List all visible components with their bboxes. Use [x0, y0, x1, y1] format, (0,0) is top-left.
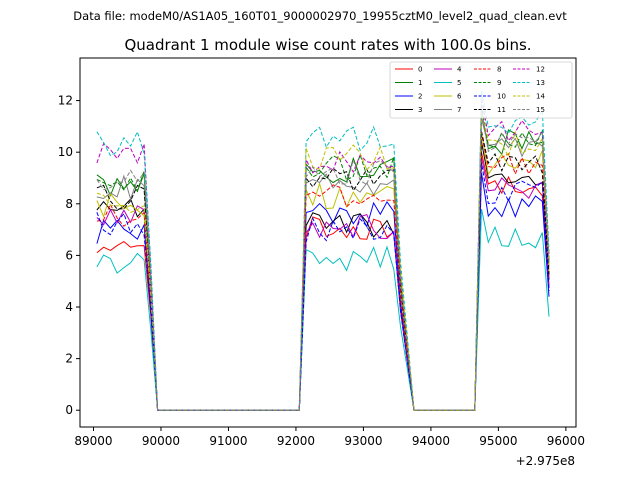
legend-label-11: 11 [497, 106, 506, 114]
x-tick-label: 96000 [547, 434, 585, 448]
y-tick-label: 2 [65, 352, 73, 366]
x-tick-label: 90000 [142, 434, 180, 448]
legend-label-5: 5 [457, 79, 461, 87]
x-axis: 89000 90000 91000 92000 93000 94000 95000 96000 [74, 427, 585, 448]
chart-title: Quadrant 1 module wise count rates with … [124, 36, 531, 54]
legend-box [389, 61, 573, 119]
legend-label-14: 14 [536, 93, 545, 101]
series-line-7 [96, 118, 550, 411]
series-line-5 [96, 208, 550, 411]
series-layer [96, 90, 550, 411]
legend-label-10: 10 [497, 93, 506, 101]
legend-label-13: 13 [536, 79, 545, 87]
series-line-1 [96, 110, 550, 411]
legend-label-9: 9 [497, 79, 501, 87]
y-tick-label: 10 [58, 145, 73, 159]
series-line-10 [96, 162, 550, 411]
series-line-11 [96, 131, 550, 411]
legend-label-12: 12 [536, 66, 545, 74]
y-tick-label: 0 [65, 403, 73, 417]
series-line-0 [96, 152, 550, 411]
series-line-13 [96, 90, 550, 411]
plot-area [79, 57, 577, 428]
x-tick-label: 92000 [277, 434, 315, 448]
x-tick-label: 94000 [412, 434, 450, 448]
x-tick-label: 89000 [74, 434, 112, 448]
legend-label-3: 3 [418, 106, 422, 114]
legend-label-2: 2 [418, 93, 422, 101]
series-line-8 [96, 133, 550, 411]
series-line-4 [96, 157, 550, 411]
plot-frame [79, 57, 577, 428]
legend-label-6: 6 [457, 93, 462, 101]
legend-label-15: 15 [536, 106, 545, 114]
legend-label-8: 8 [497, 66, 501, 74]
series-line-15 [96, 110, 550, 411]
legend-label-1: 1 [418, 79, 422, 87]
y-tick-label: 6 [65, 248, 73, 262]
legend-label-7: 7 [457, 106, 461, 114]
series-line-6 [96, 131, 550, 411]
series-line-9 [96, 105, 550, 411]
x-offset-label: +2.975e8 [516, 454, 575, 468]
series-line-3 [96, 141, 550, 411]
x-tick-label: 93000 [344, 434, 382, 448]
series-line-2 [96, 172, 550, 411]
legend-label-4: 4 [457, 66, 462, 74]
series-line-14 [96, 113, 550, 411]
legend-label-0: 0 [418, 66, 422, 74]
y-tick-label: 12 [58, 94, 73, 108]
y-tick-label: 8 [65, 197, 73, 211]
x-tick-label: 95000 [479, 434, 517, 448]
y-axis: 0 2 4 6 8 10 12 [58, 94, 80, 417]
series-line-12 [96, 97, 550, 411]
x-tick-label: 91000 [209, 434, 247, 448]
y-tick-label: 4 [65, 300, 73, 314]
chart-suptitle: Data file: modeM0/AS1A05_160T01_90000029… [73, 9, 567, 23]
